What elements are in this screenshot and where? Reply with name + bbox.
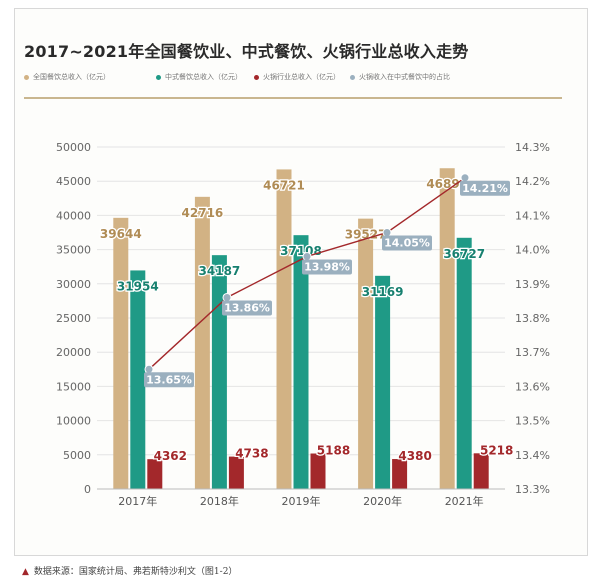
bar: [375, 275, 391, 489]
share-point: [460, 173, 470, 183]
legend-item-total: 全国餐饮总收入（亿元）: [24, 72, 110, 82]
bar-data-label: 31954: [117, 279, 159, 293]
bar: [113, 217, 129, 490]
bar-data-label: 4362: [154, 449, 187, 463]
y-right-tick-label: 13.4%: [515, 449, 550, 462]
bar-data-label: 5218: [480, 443, 513, 457]
share-data-label: 13.98%: [304, 260, 350, 273]
y-right-tick-label: 13.3%: [515, 483, 550, 496]
bar: [276, 169, 292, 490]
y-left-tick-label: 10000: [56, 415, 91, 428]
share-label-box: [382, 235, 432, 251]
y-left-tick-label: 0: [84, 483, 91, 496]
x-tick-label: 2020年: [363, 494, 402, 508]
bar: [439, 168, 455, 489]
share-label-box: [302, 259, 352, 275]
bar-data-label: 34187: [199, 264, 241, 278]
y-right-tick-label: 14.1%: [515, 209, 550, 222]
legend-swatch-hotpot: [254, 74, 259, 80]
y-right-tick-label: 14.2%: [515, 175, 550, 188]
triangle-icon: ▲: [22, 567, 29, 577]
bar: [211, 255, 227, 489]
x-tick-label: 2018年: [200, 494, 239, 508]
y-right-tick-label: 13.5%: [515, 415, 550, 428]
y-left-tick-label: 50000: [56, 141, 91, 154]
legend-swatch-chinese: [156, 74, 161, 80]
y-left-tick-label: 15000: [56, 380, 91, 393]
bar: [194, 196, 210, 489]
x-tick-label: 2019年: [282, 494, 321, 508]
share-label-box: [460, 180, 510, 196]
legend-label-chinese: 中式餐饮总收入（亿元）: [165, 73, 242, 81]
share-data-label: 13.65%: [146, 373, 192, 386]
bar: [456, 237, 472, 489]
y-right-tick-label: 13.6%: [515, 380, 550, 393]
bar-data-label: 5188: [317, 444, 350, 458]
legend-label-hotpot: 火锅行业总收入（亿元）: [263, 73, 340, 81]
share-point: [222, 292, 232, 302]
share-data-label: 14.21%: [462, 182, 508, 195]
share-point: [302, 251, 312, 261]
y-right-tick-label: 14.3%: [515, 141, 550, 154]
chart-title: 2017~2021年全国餐饮业、中式餐饮、火锅行业总收入走势: [24, 42, 469, 61]
legend-label-total: 全国餐饮总收入（亿元）: [33, 73, 110, 81]
y-left-tick-label: 45000: [56, 175, 91, 188]
share-point: [144, 364, 154, 374]
bar: [228, 456, 244, 489]
bar: [293, 235, 309, 489]
share-label-box: [144, 372, 194, 388]
bar: [310, 453, 326, 489]
bar-data-label: 36727: [443, 247, 485, 261]
share-label-box: [222, 300, 272, 316]
bar-data-label: 31169: [362, 285, 404, 299]
share-data-label: 13.86%: [224, 301, 270, 314]
y-left-tick-label: 5000: [63, 449, 91, 462]
bar-data-label: 46895: [426, 177, 468, 191]
bar: [147, 459, 163, 489]
x-tick-label: 2021年: [445, 494, 484, 508]
share-data-label: 14.05%: [384, 237, 430, 250]
share-point: [382, 228, 392, 237]
bar: [358, 218, 374, 489]
bar: [130, 270, 146, 489]
bar-data-label: 4738: [235, 447, 268, 461]
y-left-tick-label: 25000: [56, 312, 91, 325]
bar-data-label: 39644: [100, 227, 142, 241]
chart-legend: 全国餐饮总收入（亿元） 中式餐饮总收入（亿元） 火锅行业总收入（亿元） 火锅收入…: [24, 72, 564, 86]
y-left-tick-label: 40000: [56, 209, 91, 222]
bar-data-label: 37108: [280, 244, 322, 258]
title-divider: [24, 97, 562, 99]
bar-data-label: 46721: [263, 178, 305, 192]
y-right-tick-label: 13.9%: [515, 278, 550, 291]
source-note: ▲ 数据来源：国家统计局、弗若斯特沙利文（图1-2）: [22, 564, 237, 577]
y-left-tick-label: 30000: [56, 278, 91, 291]
legend-item-chinese: 中式餐饮总收入（亿元）: [156, 72, 242, 82]
y-left-tick-label: 20000: [56, 346, 91, 359]
legend-swatch-share: [350, 74, 355, 80]
bar-data-label: 42716: [182, 206, 224, 220]
y-right-tick-label: 13.7%: [515, 346, 550, 359]
legend-swatch-total: [24, 74, 29, 80]
legend-item-share: 火锅收入在中式餐饮中的占比: [350, 72, 450, 82]
y-right-tick-label: 13.8%: [515, 312, 550, 325]
bar: [392, 459, 408, 489]
source-text: 数据来源：国家统计局、弗若斯特沙利文（图1-2）: [33, 567, 238, 577]
legend-label-share: 火锅收入在中式餐饮中的占比: [359, 73, 450, 81]
bar-data-label: 39527: [345, 228, 387, 242]
x-tick-label: 2017年: [118, 494, 157, 508]
bar-data-label: 4380: [398, 449, 431, 463]
legend-item-hotpot: 火锅行业总收入（亿元）: [254, 72, 340, 82]
y-left-tick-label: 35000: [56, 244, 91, 257]
bar: [473, 453, 489, 489]
y-right-tick-label: 14.0%: [515, 244, 550, 257]
